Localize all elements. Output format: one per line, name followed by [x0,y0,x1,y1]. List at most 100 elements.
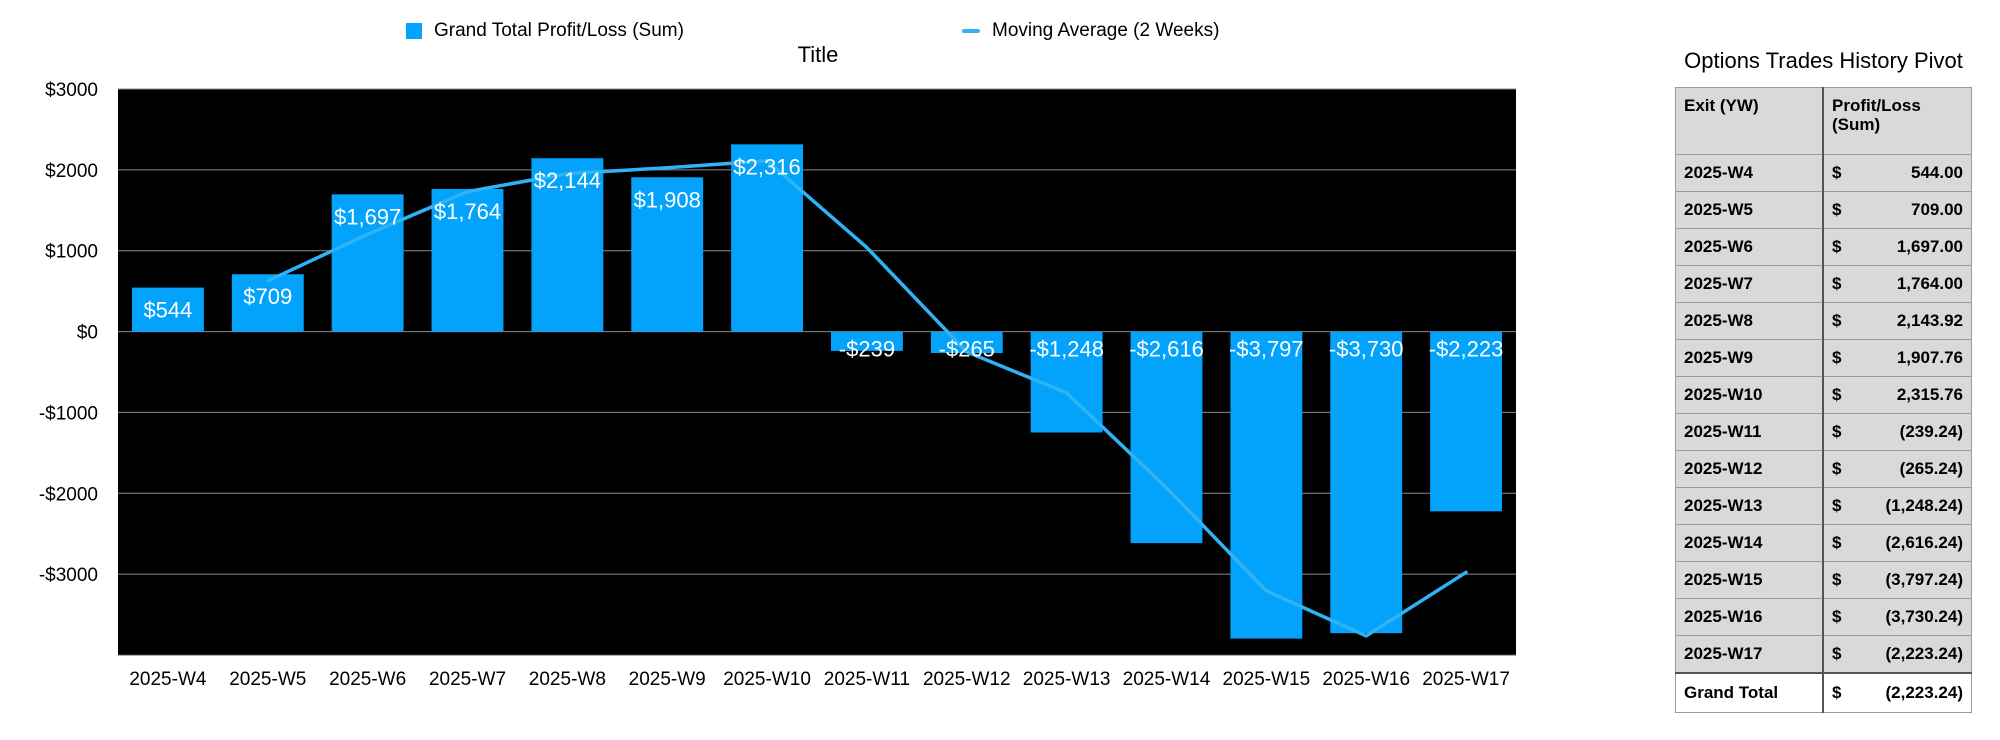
bar-data-label: -$3,730 [1329,337,1404,362]
pivot-row-currency: $ [1822,487,1854,525]
bar-data-label: $2,316 [733,154,800,179]
pivot-row-value: (1,248.24) [1854,487,1972,525]
pivot-row: 2025-W14 $ (2,616.24) [1675,524,1972,562]
pivot-row: 2025-W9 $1,907.76 [1675,339,1972,377]
bar [1330,331,1403,634]
bar-data-label: -$3,797 [1229,337,1304,362]
y-tick-label: $3000 [45,80,98,101]
bar [830,331,903,351]
x-tick-label: 2025-W7 [429,669,506,690]
bar-data-label: -$2,616 [1129,337,1204,362]
bar [731,144,804,332]
pivot-row-currency: $ [1822,376,1854,414]
pivot-row-value: (2,223.24) [1854,635,1972,674]
pivot-row: 2025-W8 $2,143.92 [1675,302,1972,340]
bar-data-label: $2,144 [534,168,601,193]
pivot-row-value: (3,730.24) [1854,598,1972,636]
pivot-row-currency: $ [1822,191,1854,229]
x-tick-label: 2025-W6 [329,669,406,690]
pivot-header-row: Exit (YW) Profit/Loss (Sum) [1675,87,1972,155]
bar [1430,331,1503,512]
pivot-row: 2025-W4 $544.00 [1675,154,1972,192]
bar-data-label: $544 [143,298,192,323]
bar [231,274,304,332]
legend-label-moving-average: Moving Average (2 Weeks) [992,20,1220,41]
x-tick-label: 2025-W13 [1023,669,1111,690]
bar-data-label: $1,908 [634,187,701,212]
pivot-row: 2025-W13 $ (1,248.24) [1675,487,1972,525]
pivot-row-currency: $ [1822,413,1854,451]
bar [531,158,604,332]
x-tick-label: 2025-W16 [1322,669,1410,690]
bar [631,177,704,332]
y-tick-label: -$3000 [39,565,98,586]
pivot-row: 2025-W7 $1,764.00 [1675,265,1972,303]
pivot-row-label: 2025-W12 [1675,450,1824,488]
pivot-row-value: 2,315.76 [1854,376,1972,414]
pivot-row-label: 2025-W7 [1675,265,1824,303]
chart-title: Title [797,42,839,67]
x-tick-label: 2025-W14 [1123,669,1211,690]
pivot-row-label: 2025-W9 [1675,339,1824,377]
pivot-row-currency: $ [1822,339,1854,377]
bar [431,188,504,332]
pivot-row-currency: $ [1822,524,1854,562]
x-tick-label: 2025-W8 [529,669,606,690]
pivot-row-label: 2025-W10 [1675,376,1824,414]
pivot-total-currency: $ [1822,672,1854,713]
pivot-row-label: 2025-W13 [1675,487,1824,525]
bar [331,194,404,332]
pivot-row-value: (3,797.24) [1854,561,1972,599]
pivot-row-currency: $ [1822,598,1854,636]
legend-item-moving-average: Moving Average (2 Weeks) [962,20,1219,42]
pivot-row: 2025-W10 $2,315.76 [1675,376,1972,414]
pivot-row-currency: $ [1822,450,1854,488]
pivot-row-value: 1,697.00 [1854,228,1972,266]
bar-data-label: -$265 [939,337,995,362]
pivot-row-value: (265.24) [1854,450,1972,488]
y-tick-label: -$1000 [39,403,98,424]
pivot-row-label: 2025-W14 [1675,524,1824,562]
pivot-row: 2025-W5 $709.00 [1675,191,1972,229]
pivot-total-value: (2,223.24) [1854,672,1972,713]
pivot-row-label: 2025-W8 [1675,302,1824,340]
bar [930,331,1003,353]
pivot-row: 2025-W16 $ (3,730.24) [1675,598,1972,636]
profit-loss-chart: $3000 $2000 $1000 $0 -$1000 -$2000 -$3000 $544 $… [39,80,1516,690]
x-tick-label: 2025-W9 [629,669,706,690]
x-tick-label: 2025-W11 [824,669,910,690]
legend-label-profit-loss: Grand Total Profit/Loss (Sum) [434,20,684,41]
y-tick-label: $1000 [45,242,98,263]
x-tick-label: 2025-W10 [723,669,811,690]
x-tick-label: 2025-W12 [923,669,1011,690]
pivot-row-currency: $ [1822,154,1854,192]
pivot-row-value: 709.00 [1854,191,1972,229]
pivot-title: Options Trades History Pivot [1684,48,1963,73]
y-tick-label: $0 [77,323,98,344]
bar-data-label: -$1,248 [1029,337,1104,362]
pivot-header-exit: Exit (YW) [1675,87,1824,155]
pivot-row-value: (239.24) [1854,413,1972,451]
legend-bar-swatch [406,23,422,39]
pivot-total-row: Grand Total $ (2,223.24) [1675,672,1972,713]
bar [131,287,204,332]
pivot-table: Exit (YW) Profit/Loss (Sum) 2025-W4 $544.… [1675,87,1972,713]
pivot-row-label: 2025-W5 [1675,191,1824,229]
bar-data-label: $1,764 [434,199,501,224]
x-tick-label: 2025-W5 [229,669,306,690]
pivot-row: 2025-W17 $ (2,223.24) [1675,635,1972,674]
pivot-row-currency: $ [1822,302,1854,340]
pivot-row-label: 2025-W4 [1675,154,1824,192]
pivot-row: 2025-W15 $ (3,797.24) [1675,561,1972,599]
pivot-row-currency: $ [1822,228,1854,266]
pivot-header-profit-loss: Profit/Loss (Sum) [1822,87,1972,155]
pivot-total-label: Grand Total [1675,672,1824,713]
moving-average-line [266,159,1468,638]
pivot-row-currency: $ [1822,635,1854,674]
bar [1230,331,1303,639]
legend-line-swatch [962,29,980,33]
bar-data-label: -$239 [839,337,895,362]
x-tick-label: 2025-W17 [1422,669,1510,690]
pivot-row-label: 2025-W6 [1675,228,1824,266]
pivot-row-label: 2025-W17 [1675,635,1824,674]
